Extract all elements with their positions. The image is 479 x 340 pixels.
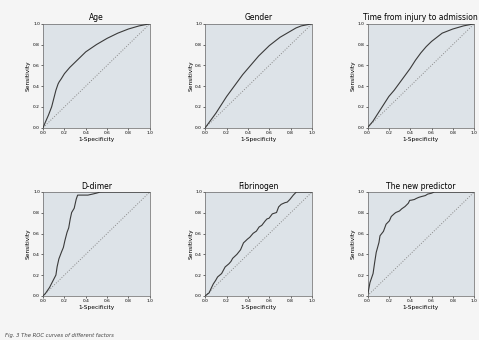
- X-axis label: 1-Specificity: 1-Specificity: [79, 137, 114, 142]
- Title: Age: Age: [89, 13, 104, 22]
- Text: Fig. 3 The ROC curves of different factors: Fig. 3 The ROC curves of different facto…: [5, 333, 114, 338]
- X-axis label: 1-Specificity: 1-Specificity: [240, 137, 277, 142]
- X-axis label: 1-Specificity: 1-Specificity: [240, 305, 277, 310]
- Title: Time from injury to admission: Time from injury to admission: [364, 13, 478, 22]
- Y-axis label: Sensitivity: Sensitivity: [188, 228, 193, 259]
- X-axis label: 1-Specificity: 1-Specificity: [79, 305, 114, 310]
- Title: Fibrinogen: Fibrinogen: [239, 182, 279, 190]
- Y-axis label: Sensitivity: Sensitivity: [26, 228, 31, 259]
- Y-axis label: Sensitivity: Sensitivity: [26, 61, 31, 91]
- Y-axis label: Sensitivity: Sensitivity: [188, 61, 193, 91]
- Y-axis label: Sensitivity: Sensitivity: [350, 228, 355, 259]
- Title: D-dimer: D-dimer: [81, 182, 112, 190]
- Title: The new predictor: The new predictor: [386, 182, 456, 190]
- X-axis label: 1-Specificity: 1-Specificity: [403, 137, 439, 142]
- Title: Gender: Gender: [245, 13, 273, 22]
- X-axis label: 1-Specificity: 1-Specificity: [403, 305, 439, 310]
- Y-axis label: Sensitivity: Sensitivity: [350, 61, 355, 91]
